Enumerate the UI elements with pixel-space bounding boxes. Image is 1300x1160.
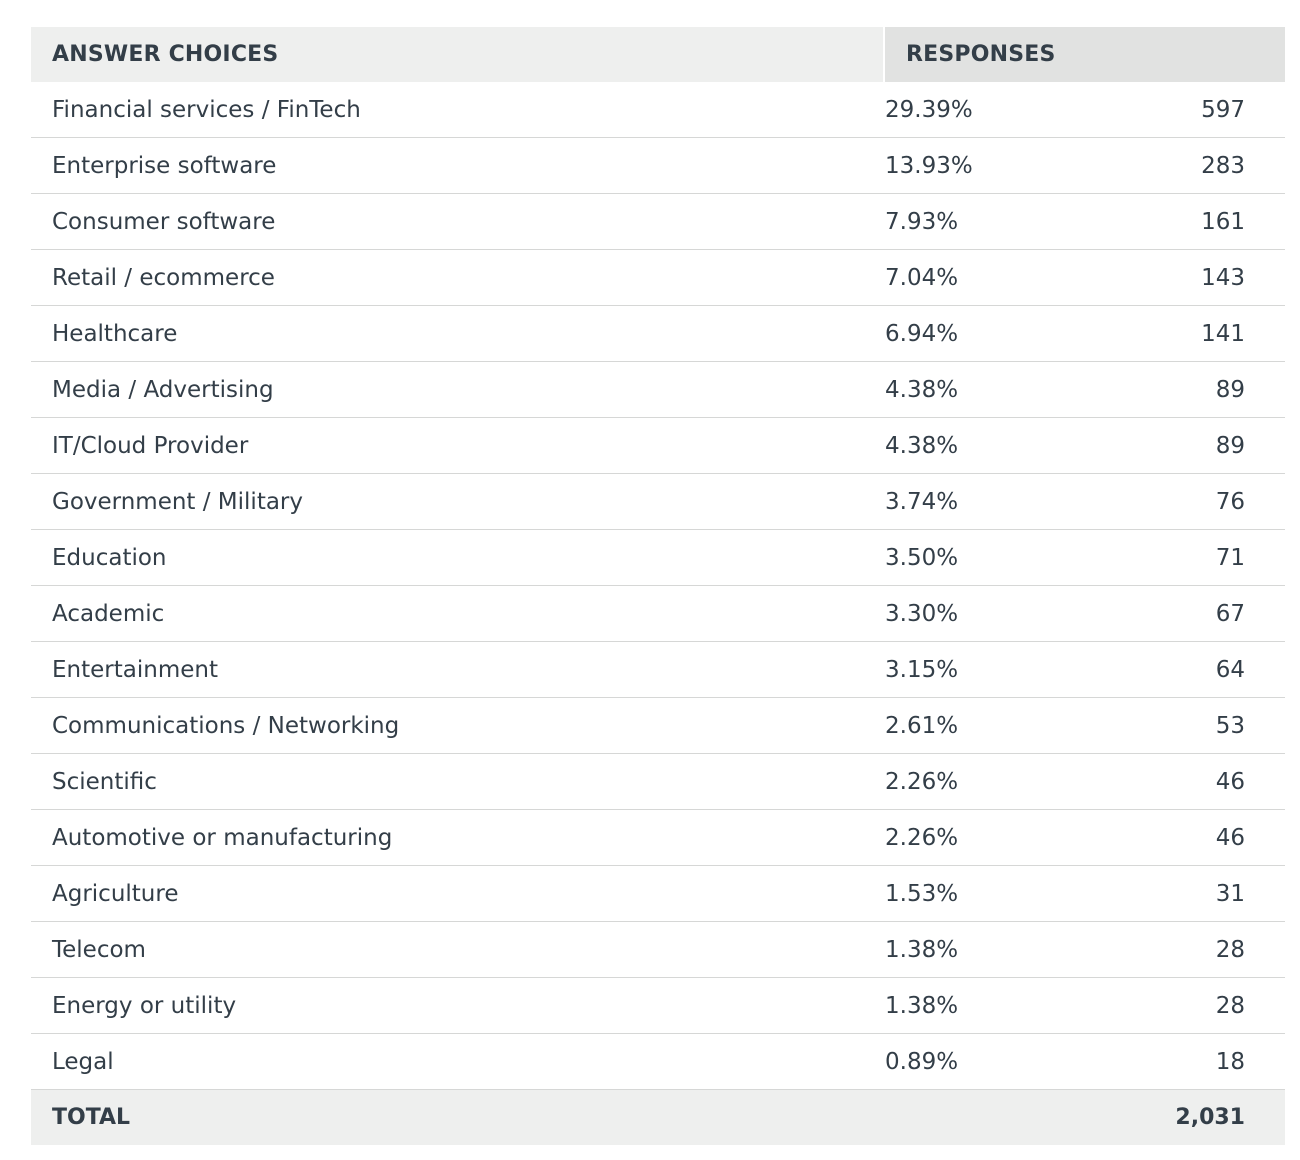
answer-choice: Academic: [52, 600, 165, 627]
response-count: 28: [1215, 992, 1245, 1019]
results-table: ANSWER CHOICES RESPONSES Financial servi…: [31, 27, 1285, 1145]
response-percent: 4.38%: [885, 432, 959, 459]
response-count: 46: [1215, 768, 1245, 795]
table-row: Consumer software 7.93% 161: [31, 194, 1285, 250]
table-row: Scientific 2.26% 46: [31, 754, 1285, 810]
response-count: 89: [1215, 432, 1245, 459]
response-percent: 2.61%: [885, 712, 959, 739]
response-percent: 1.38%: [885, 936, 959, 963]
answer-choice: Consumer software: [52, 208, 276, 235]
response-percent: 1.53%: [885, 880, 959, 907]
response-percent: 1.38%: [885, 992, 959, 1019]
response-count: 46: [1215, 824, 1245, 851]
response-count: 67: [1215, 600, 1245, 627]
table-row: Healthcare 6.94% 141: [31, 306, 1285, 362]
table-row: Agriculture 1.53% 31: [31, 866, 1285, 922]
response-percent: 6.94%: [885, 320, 959, 347]
response-count: 64: [1215, 656, 1245, 683]
answer-choice: Education: [52, 544, 167, 571]
table-row: Entertainment 3.15% 64: [31, 642, 1285, 698]
answer-choice: Government / Military: [52, 488, 304, 515]
response-count: 28: [1215, 936, 1245, 963]
response-percent: 0.89%: [885, 1048, 959, 1075]
response-count: 141: [1201, 320, 1245, 347]
response-percent: 7.04%: [885, 264, 959, 291]
answer-choice: Automotive or manufacturing: [52, 824, 393, 851]
response-percent: 3.50%: [885, 544, 959, 571]
answer-choice: Energy or utility: [52, 992, 237, 1019]
response-percent: 2.26%: [885, 824, 959, 851]
response-percent: 29.39%: [885, 96, 973, 123]
response-count: 53: [1215, 712, 1245, 739]
table-row: IT/Cloud Provider 4.38% 89: [31, 418, 1285, 474]
answer-choice: Media / Advertising: [52, 376, 274, 403]
table-row: Enterprise software 13.93% 283: [31, 138, 1285, 194]
answer-choice: Legal: [52, 1048, 114, 1075]
response-percent: 3.74%: [885, 488, 959, 515]
table-row: Financial services / FinTech 29.39% 597: [31, 82, 1285, 138]
table-body: Financial services / FinTech 29.39% 597 …: [31, 82, 1285, 1090]
table-row: Telecom 1.38% 28: [31, 922, 1285, 978]
table-footer: TOTAL 2,031: [31, 1090, 1285, 1145]
table-header: ANSWER CHOICES RESPONSES: [31, 27, 1285, 82]
response-count: 143: [1201, 264, 1245, 291]
response-count: 161: [1201, 208, 1245, 235]
answer-choice: Retail / ecommerce: [52, 264, 275, 291]
response-count: 283: [1201, 152, 1245, 179]
table-row: Legal 0.89% 18: [31, 1034, 1285, 1090]
answer-choice: Telecom: [52, 936, 146, 963]
answer-choice: Communications / Networking: [52, 712, 400, 739]
answer-choice: IT/Cloud Provider: [52, 432, 249, 459]
response-count: 71: [1215, 544, 1245, 571]
response-count: 18: [1215, 1048, 1245, 1075]
header-responses: RESPONSES: [885, 27, 1285, 82]
response-count: 597: [1201, 96, 1245, 123]
response-percent: 3.15%: [885, 656, 959, 683]
response-percent: 13.93%: [885, 152, 973, 179]
response-count: 31: [1215, 880, 1245, 907]
header-divider: [883, 27, 885, 82]
answer-choice: Healthcare: [52, 320, 178, 347]
table-row: Energy or utility 1.38% 28: [31, 978, 1285, 1034]
total-value: 2,031: [1175, 1105, 1245, 1130]
table-row: Media / Advertising 4.38% 89: [31, 362, 1285, 418]
answer-choice: Enterprise software: [52, 152, 277, 179]
table-row: Academic 3.30% 67: [31, 586, 1285, 642]
response-count: 89: [1215, 376, 1245, 403]
answer-choice: Financial services / FinTech: [52, 96, 361, 123]
table-row: Retail / ecommerce 7.04% 143: [31, 250, 1285, 306]
header-answer-choices: ANSWER CHOICES: [31, 27, 883, 82]
answer-choice: Scientific: [52, 768, 157, 795]
table-row: Automotive or manufacturing 2.26% 46: [31, 810, 1285, 866]
response-count: 76: [1215, 488, 1245, 515]
answer-choice: Agriculture: [52, 880, 179, 907]
table-row: Government / Military 3.74% 76: [31, 474, 1285, 530]
response-percent: 2.26%: [885, 768, 959, 795]
total-label: TOTAL: [52, 1105, 131, 1130]
response-percent: 3.30%: [885, 600, 959, 627]
table-row: Communications / Networking 2.61% 53: [31, 698, 1285, 754]
response-percent: 4.38%: [885, 376, 959, 403]
table-row: Education 3.50% 71: [31, 530, 1285, 586]
response-percent: 7.93%: [885, 208, 959, 235]
answer-choice: Entertainment: [52, 656, 218, 683]
